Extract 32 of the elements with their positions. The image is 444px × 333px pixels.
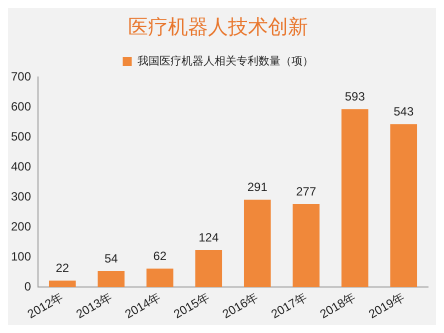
bar xyxy=(244,200,271,288)
y-tick-label: 100 xyxy=(10,249,32,264)
y-tick-label: 600 xyxy=(10,99,32,114)
data-label: 291 xyxy=(247,180,268,194)
data-label: 277 xyxy=(296,184,316,198)
bar xyxy=(48,280,76,288)
chart-title: 医疗机器人技术创新 xyxy=(128,16,308,39)
y-tick-label: 400 xyxy=(10,159,32,174)
data-label: 593 xyxy=(344,89,366,104)
x-tick-label: 2016年 xyxy=(220,290,261,322)
data-label: 124 xyxy=(198,230,219,244)
legend-label: 我国医疗机器人相关专利数量（项） xyxy=(137,54,314,68)
bar xyxy=(195,250,222,288)
y-tick-label: 300 xyxy=(10,189,32,204)
y-tick-label: 700 xyxy=(10,69,32,84)
x-tick-label: 2013年 xyxy=(74,290,114,322)
x-tick-label: 2019年 xyxy=(366,290,407,322)
x-tick-label: 2017年 xyxy=(268,290,310,322)
data-label: 22 xyxy=(56,260,70,275)
x-tick-label: 2014年 xyxy=(122,290,164,322)
x-tick-label: 2015年 xyxy=(171,290,212,322)
bar xyxy=(98,270,125,288)
x-tick-label: 2018年 xyxy=(318,290,358,322)
y-tick-label: 500 xyxy=(10,129,32,144)
data-label: 62 xyxy=(153,248,167,263)
data-label: 54 xyxy=(104,251,118,266)
data-label: 543 xyxy=(394,104,414,118)
bar xyxy=(341,109,368,288)
y-tick-label: 200 xyxy=(10,219,32,234)
bar xyxy=(146,268,174,288)
bar xyxy=(292,204,320,288)
bar xyxy=(390,124,418,288)
